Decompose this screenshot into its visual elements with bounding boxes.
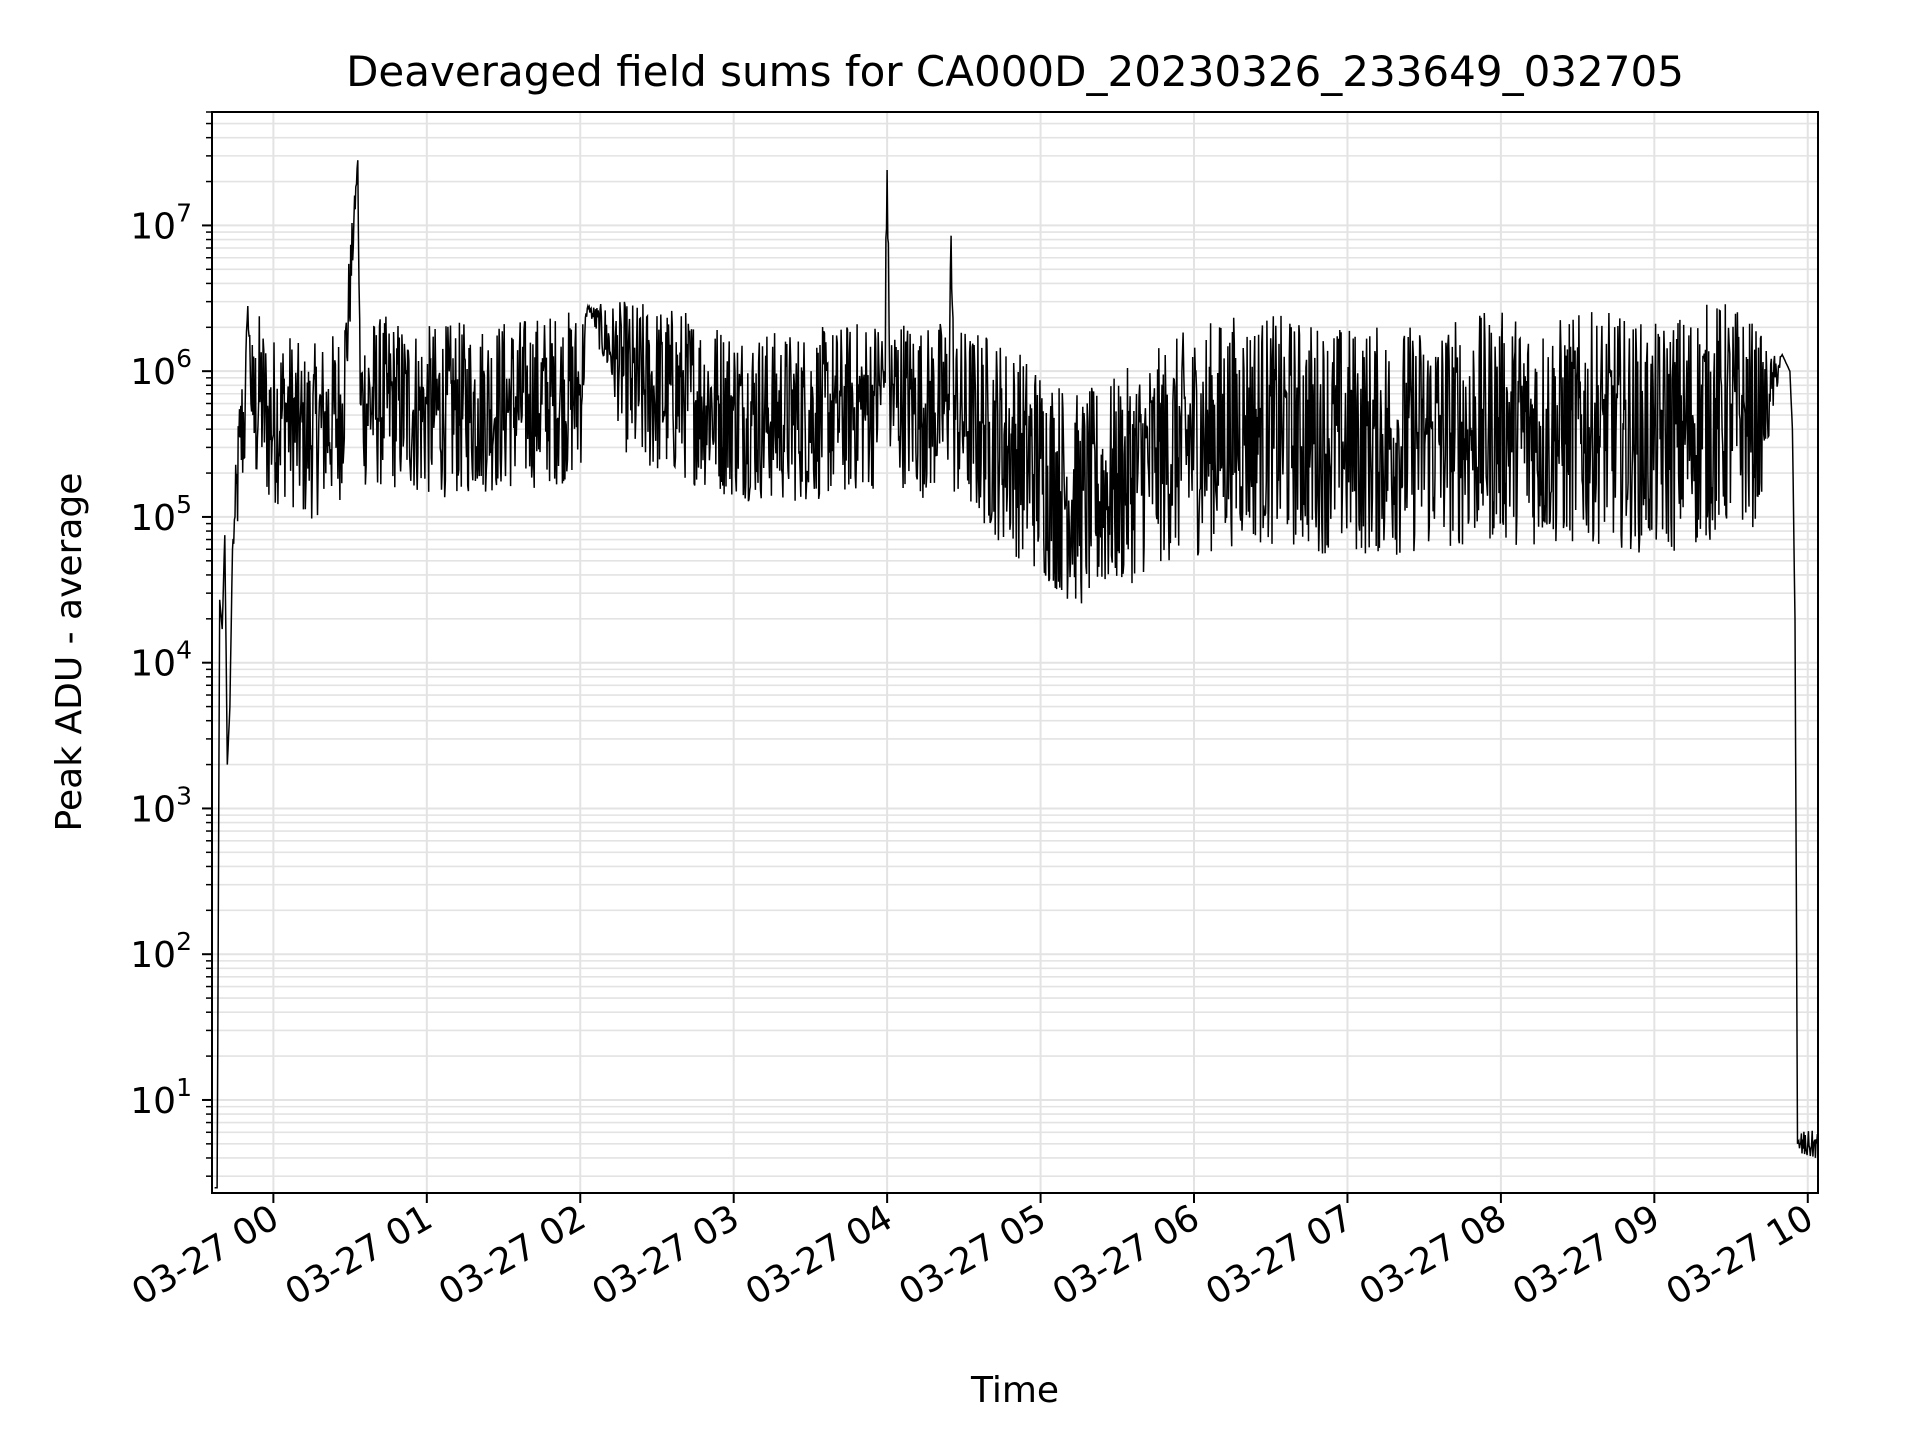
y-tick-label: 102 bbox=[130, 927, 192, 976]
plot-area bbox=[214, 160, 1818, 1189]
x-axis-label: Time bbox=[970, 1370, 1059, 1411]
plot-frame bbox=[211, 111, 1819, 1194]
series-line bbox=[214, 160, 1818, 1189]
y-tick-label: 107 bbox=[130, 198, 192, 247]
y-axis-label: Peak ADU - average bbox=[49, 473, 90, 832]
y-axis: 101 102 103 104 105 106 107 bbox=[130, 111, 212, 1177]
grid-lines bbox=[212, 111, 1818, 1193]
y-tick-label: 105 bbox=[130, 490, 192, 539]
y-tick-label: 104 bbox=[130, 636, 192, 685]
y-tick-label: 101 bbox=[130, 1073, 192, 1122]
chart-title: Deaveraged field sums for CA000D_2023032… bbox=[346, 47, 1684, 96]
y-tick-label: 103 bbox=[130, 781, 192, 830]
y-tick-label: 106 bbox=[130, 344, 192, 393]
